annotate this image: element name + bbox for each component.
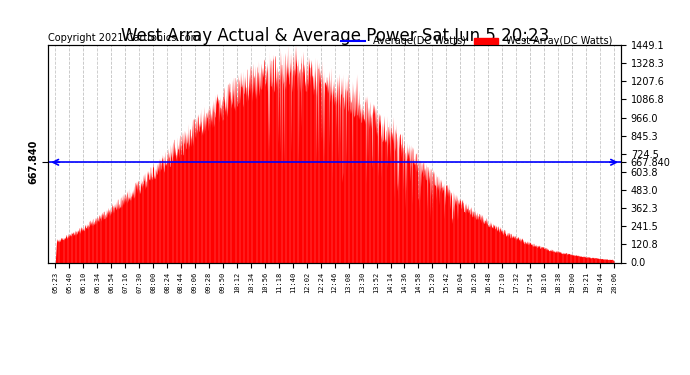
Text: Copyright 2021 Cartronics.com: Copyright 2021 Cartronics.com [48,33,200,43]
Legend: Average(DC Watts), West Array(DC Watts): Average(DC Watts), West Array(DC Watts) [337,33,616,50]
Title: West Array Actual & Average Power Sat Jun 5 20:23: West Array Actual & Average Power Sat Ju… [121,27,549,45]
